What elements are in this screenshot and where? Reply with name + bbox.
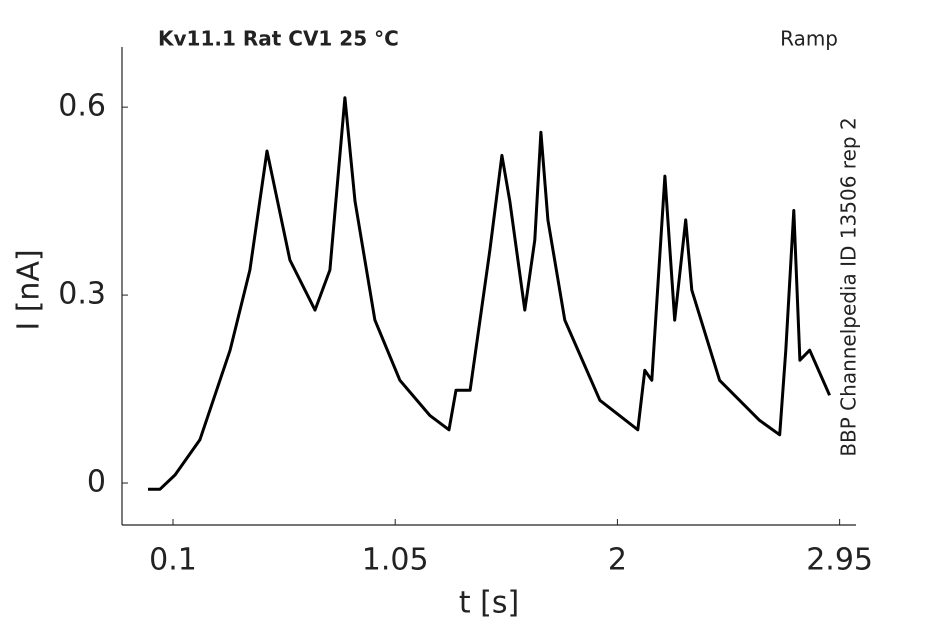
x-axis-label: t [s] [459,586,519,621]
y-tick-label: 0.6 [58,89,106,124]
current-trace [148,96,831,491]
x-tick-label: 2 [608,543,627,578]
x-tick-label: 2.95 [806,543,873,578]
x-tick-label: 0.1 [149,543,197,578]
protocol-label: Ramp [780,27,838,51]
y-tick-label: 0 [87,465,106,500]
y-tick-label: 0.3 [58,277,106,312]
side-note: BBP Channelpedia ID 13506 rep 2 [837,117,861,456]
y-axis-label: I [nA] [12,249,47,330]
chart-title: Kv11.1 Rat CV1 25 °C [158,27,399,51]
x-tick-label: 1.05 [362,543,429,578]
